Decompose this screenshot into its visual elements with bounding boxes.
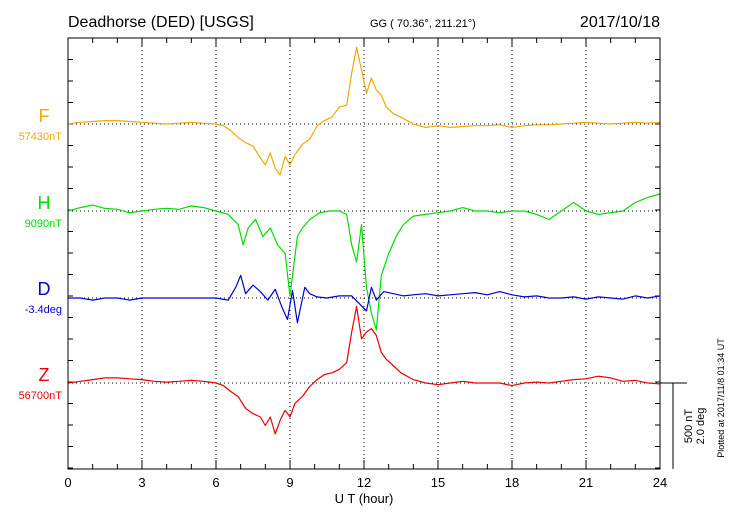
baseline-value-f: 57430nT: [19, 131, 63, 143]
series-line-z: [67, 305, 661, 435]
scale-bar: 500 nT 2.0 deg: [660, 382, 707, 469]
date-label: 2017/10/18: [580, 14, 660, 31]
x-tick-label: 21: [579, 475, 593, 490]
series-name-f: F: [39, 106, 50, 126]
scale-label-nt: 500 nT: [683, 409, 695, 444]
x-tick-label: 9: [286, 475, 293, 490]
series-name-z: Z: [39, 365, 50, 385]
station-title: Deadhorse (DED) [USGS]: [68, 14, 254, 31]
coordinates-label: GG ( 70.36°, 211.21°): [370, 18, 476, 30]
x-tick-label: 15: [431, 475, 445, 490]
x-tick-label: 6: [212, 475, 219, 490]
series-labels: F 57430nT H 9090nT D -3.4deg Z 56700nT: [19, 106, 63, 402]
series-group: [67, 46, 661, 435]
series-name-h: H: [38, 193, 51, 213]
baseline-value-h: 9090nT: [25, 218, 63, 230]
series-name-d: D: [38, 279, 51, 299]
scale-label-deg: 2.0 deg: [695, 408, 707, 445]
series-line-d: [68, 274, 661, 324]
x-tick-label: 24: [653, 475, 667, 490]
x-tick-label: 12: [357, 475, 371, 490]
x-tick-label: 0: [64, 475, 71, 490]
series-line-h: [67, 193, 661, 331]
x-axis: 0 3 6 9 12 15 18 21 24: [64, 38, 667, 490]
x-axis-label: U T (hour): [335, 491, 394, 506]
baseline-value-d: -3.4deg: [25, 304, 62, 316]
plotted-timestamp: Plotted at 2017/11/8 01:34 UT: [716, 338, 726, 458]
x-tick-label: 3: [138, 475, 145, 490]
series-line-f: [67, 46, 661, 176]
x-tick-label: 18: [505, 475, 519, 490]
baseline-value-z: 56700nT: [19, 390, 63, 402]
plot-frame: [67, 37, 661, 470]
